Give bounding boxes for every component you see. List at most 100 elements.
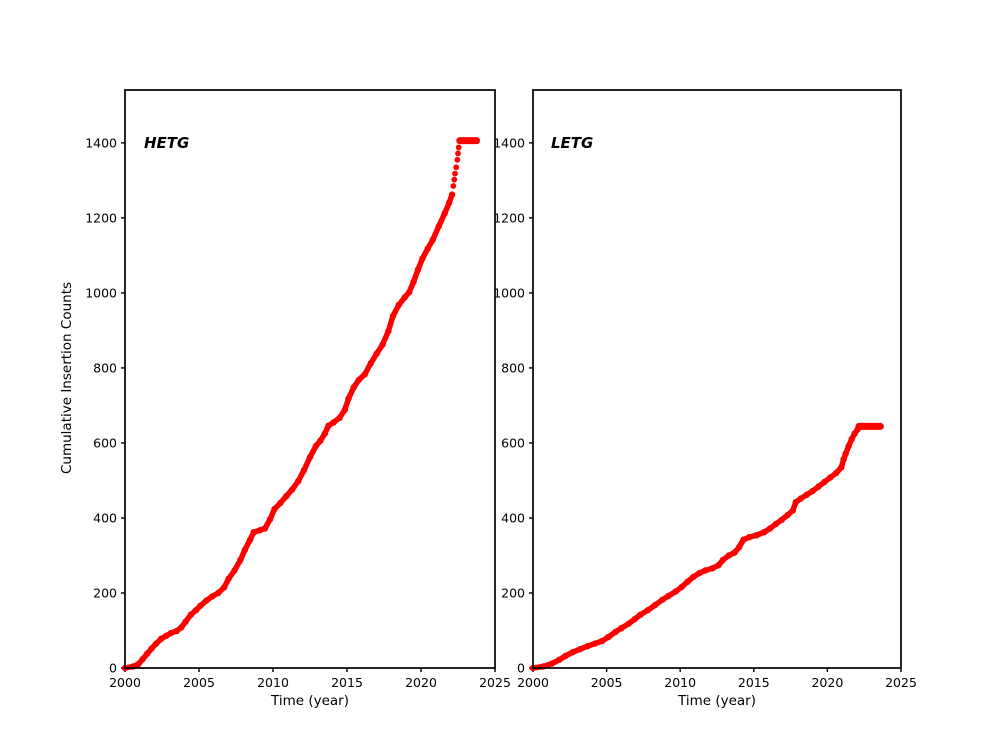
data-point xyxy=(445,199,453,207)
data-point xyxy=(277,499,284,507)
data-point xyxy=(139,655,146,663)
data-point xyxy=(266,516,274,523)
data-point xyxy=(385,328,392,335)
data-point xyxy=(300,466,308,474)
data-point-sparse xyxy=(840,456,847,463)
data-point xyxy=(197,602,204,609)
data-point xyxy=(719,556,727,564)
data-point xyxy=(809,487,816,495)
y-tick-label: 1400 xyxy=(85,135,117,150)
data-point xyxy=(414,266,422,273)
y-tick-label: 1200 xyxy=(493,210,525,225)
data-point xyxy=(631,616,638,623)
data-point xyxy=(625,620,632,627)
data-point xyxy=(341,406,348,414)
data-point-sparse xyxy=(455,144,462,151)
data-point xyxy=(221,584,228,591)
data-point xyxy=(182,618,189,625)
data-point xyxy=(665,592,672,600)
data-point xyxy=(678,583,685,591)
data-point xyxy=(350,384,357,391)
data-point-sparse xyxy=(452,170,458,177)
y-tick-label: 0 xyxy=(517,661,525,676)
data-point xyxy=(548,660,556,667)
data-point xyxy=(237,556,244,564)
data-point xyxy=(637,611,644,618)
data-point xyxy=(203,597,210,604)
y-tick-label: 800 xyxy=(501,360,525,375)
data-point xyxy=(187,611,195,618)
data-point xyxy=(312,442,320,450)
data-point xyxy=(569,649,576,656)
data-point xyxy=(410,278,417,285)
data-point xyxy=(842,450,849,457)
x-axis-title-right: Time (year) xyxy=(678,693,756,709)
data-point xyxy=(792,499,799,506)
data-point xyxy=(672,588,679,595)
data-point xyxy=(271,505,278,513)
data-point xyxy=(289,486,296,493)
data-point xyxy=(562,652,569,660)
data-point xyxy=(283,493,290,500)
data-curve-letg xyxy=(530,426,861,671)
data-point xyxy=(379,341,386,348)
data-point xyxy=(778,516,785,523)
data-point-sparse xyxy=(451,176,458,183)
x-tick-label: 2005 xyxy=(183,675,215,690)
data-point xyxy=(838,464,845,471)
data-point xyxy=(591,640,598,647)
data-point xyxy=(135,661,142,668)
data-point xyxy=(192,607,200,614)
data-point xyxy=(209,593,216,600)
data-curve-hetg xyxy=(122,191,455,671)
data-point xyxy=(772,520,780,528)
data-point xyxy=(848,436,855,443)
data-point xyxy=(215,589,222,597)
data-point xyxy=(576,646,584,653)
data-point xyxy=(803,491,810,498)
x-tick-label: 2020 xyxy=(811,675,843,690)
y-tick-label: 200 xyxy=(501,585,525,600)
data-point xyxy=(584,643,591,650)
data-point xyxy=(725,552,732,559)
data-point xyxy=(821,478,828,486)
data-point xyxy=(419,255,426,262)
x-tick-label: 2015 xyxy=(331,675,363,690)
data-point xyxy=(246,536,254,543)
data-point xyxy=(612,628,619,636)
y-tick-label: 400 xyxy=(93,510,117,525)
data-point xyxy=(148,645,155,652)
data-point xyxy=(740,536,747,543)
x-tick-label: 2005 xyxy=(591,675,623,690)
data-point xyxy=(599,637,606,645)
data-point xyxy=(709,565,716,572)
data-point xyxy=(845,442,852,450)
y-tick-label: 1000 xyxy=(85,285,117,300)
y-tick-label: 1000 xyxy=(493,285,525,300)
y-tick-label: 1200 xyxy=(85,210,117,225)
data-point xyxy=(395,301,402,309)
data-point xyxy=(241,546,249,553)
y-tick-label: 600 xyxy=(93,435,117,450)
x-tick-label: 2000 xyxy=(517,675,549,690)
data-point xyxy=(389,313,397,320)
data-point xyxy=(652,601,659,609)
data-point xyxy=(306,454,314,461)
data-point xyxy=(373,350,380,357)
data-point xyxy=(797,495,805,502)
data-point xyxy=(760,529,768,536)
data-point xyxy=(618,625,625,632)
data-point xyxy=(152,640,160,647)
x-tick-label: 2025 xyxy=(885,675,917,690)
data-point xyxy=(345,395,352,402)
data-point xyxy=(250,529,257,536)
y-tick-label: 0 xyxy=(109,661,117,676)
data-point xyxy=(735,544,743,551)
data-point xyxy=(659,596,666,603)
data-point xyxy=(256,527,263,534)
x-tick-label: 2000 xyxy=(109,675,141,690)
axes-box-letg xyxy=(532,89,902,669)
data-point xyxy=(295,478,302,485)
